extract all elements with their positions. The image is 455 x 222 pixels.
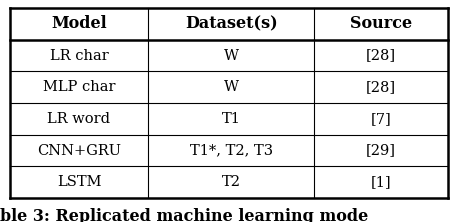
Text: MLP char: MLP char	[43, 80, 115, 94]
Text: [28]: [28]	[365, 48, 395, 63]
Text: T1*, T2, T3: T1*, T2, T3	[189, 143, 272, 157]
Text: [28]: [28]	[365, 80, 395, 94]
Text: Model: Model	[51, 15, 106, 32]
Text: W: W	[223, 48, 238, 63]
Text: ble 3: Replicated machine learning mode: ble 3: Replicated machine learning mode	[0, 208, 368, 222]
Text: T1: T1	[221, 112, 240, 126]
Text: W: W	[223, 80, 238, 94]
Text: [29]: [29]	[365, 143, 395, 157]
Text: [7]: [7]	[370, 112, 391, 126]
Text: CNN+GRU: CNN+GRU	[37, 143, 121, 157]
Text: [1]: [1]	[370, 175, 391, 189]
Text: Dataset(s): Dataset(s)	[184, 15, 277, 32]
Text: LR word: LR word	[47, 112, 110, 126]
Text: Source: Source	[349, 15, 411, 32]
Text: LR char: LR char	[50, 48, 108, 63]
Text: T2: T2	[221, 175, 240, 189]
Text: LSTM: LSTM	[56, 175, 101, 189]
